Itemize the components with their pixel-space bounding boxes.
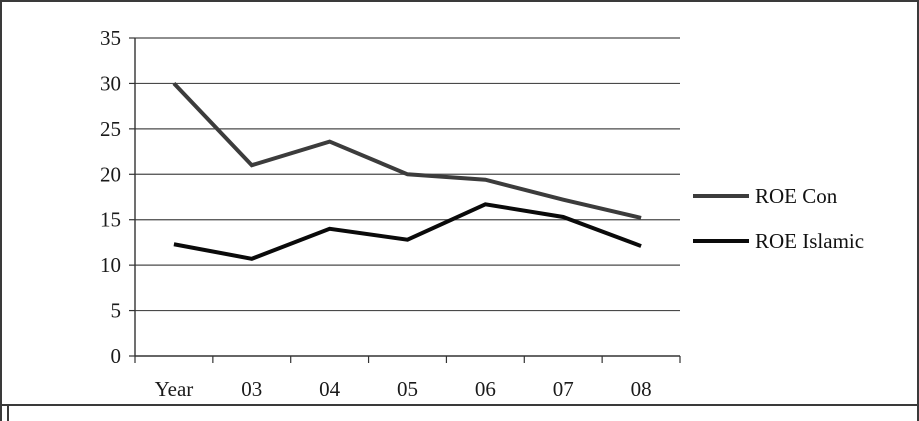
chart-frame-bottom xyxy=(0,404,919,406)
axes xyxy=(129,37,681,363)
y-tick-label: 0 xyxy=(111,344,122,368)
y-tick-label: 25 xyxy=(100,117,121,141)
x-tick-label: 06 xyxy=(475,377,496,401)
x-tick-label: Year xyxy=(155,377,194,401)
legend-label: ROE Islamic xyxy=(755,229,864,253)
chart-frame-stub xyxy=(7,404,9,421)
series-line-roe-con xyxy=(172,82,642,220)
x-tick-label: 08 xyxy=(631,377,652,401)
x-tick-label: 05 xyxy=(397,377,418,401)
series-lines xyxy=(172,82,642,261)
y-tick-label: 15 xyxy=(100,208,121,232)
series-line-roe-islamic xyxy=(173,202,642,261)
y-tick-label: 5 xyxy=(111,299,122,323)
legend: ROE Con ROE Islamic xyxy=(693,184,864,253)
x-tick-label: 07 xyxy=(553,377,574,401)
x-axis-tick-labels: Year 03 04 05 06 07 08 xyxy=(155,377,652,401)
y-tick-label: 10 xyxy=(100,253,121,277)
y-tick-label: 30 xyxy=(100,71,121,95)
y-tick-label: 20 xyxy=(100,162,121,186)
x-tick-label: 03 xyxy=(241,377,262,401)
legend-label: ROE Con xyxy=(755,184,838,208)
y-tick-label: 35 xyxy=(100,26,121,50)
x-tick-label: 04 xyxy=(319,377,341,401)
y-axis-tick-labels: 0 5 10 15 20 25 30 35 xyxy=(100,26,121,368)
